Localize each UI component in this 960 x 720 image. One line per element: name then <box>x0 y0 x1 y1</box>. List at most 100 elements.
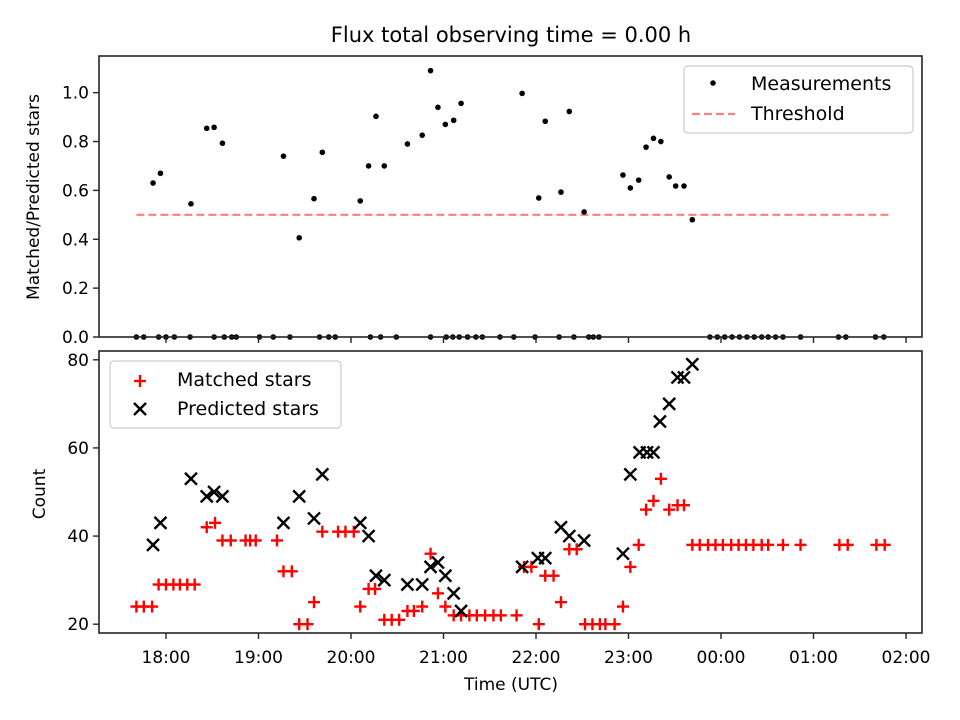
predicted-star-point <box>538 551 553 565</box>
bottom-axes-frame <box>98 350 923 634</box>
legend-matched-marker <box>134 375 146 387</box>
predicted-star-point <box>199 489 214 504</box>
measurement-point <box>381 163 388 169</box>
measurement-point <box>650 135 657 142</box>
measurement-point <box>311 195 317 202</box>
measurement-point <box>450 117 457 124</box>
predicted-star-point <box>307 511 321 526</box>
predicted-star-point <box>623 467 638 482</box>
matched-star-point <box>146 600 159 613</box>
measurement-point <box>150 180 156 186</box>
matched-star-point <box>431 587 444 600</box>
chart-title: Flux total observing time = 0.00 h <box>331 23 691 47</box>
predicted-star-point <box>292 489 307 504</box>
top-panel: 0.0 0.2 0.4 0.6 0.8 1.0 Matched/Predicted sta… <box>24 55 923 348</box>
measurement-point <box>373 113 379 120</box>
matched-star-point <box>249 534 262 547</box>
legend-matched-label: Matched stars <box>177 369 311 391</box>
bottom-legend: Matched stars Predicted stars <box>109 360 342 429</box>
bottom-x-tick-label: 01:00 <box>789 648 838 668</box>
matched-star-point <box>547 569 560 582</box>
predicted-star-point <box>353 515 368 530</box>
matched-star-point <box>393 613 406 626</box>
top-legend: Measurements Threshold <box>683 65 914 134</box>
matched-star-point <box>632 538 645 551</box>
predicted-star-point <box>184 471 198 486</box>
matched-star-point <box>494 609 507 622</box>
matched-star-point <box>616 600 629 613</box>
predicted-star-point <box>577 533 591 548</box>
predicted-star-point <box>438 568 453 583</box>
predicted-star-point <box>215 489 230 504</box>
measurement-point <box>666 174 672 180</box>
matched-star-point <box>424 547 437 560</box>
matched-star-point <box>570 543 583 556</box>
bottom-y-ticks: 20 40 60 80 <box>67 351 99 635</box>
top-y-tick-label: 0.6 <box>62 181 89 201</box>
bottom-x-tick-label: 21:00 <box>419 648 468 668</box>
bottom-x-tick-label: 23:00 <box>604 648 653 668</box>
matched-star-point <box>663 503 676 516</box>
measurement-point <box>211 124 217 131</box>
matched-star-point <box>271 534 283 547</box>
predicted-star-point <box>423 560 438 574</box>
predicted-star-point <box>146 538 160 552</box>
measurement-point <box>535 195 542 201</box>
predicted-star-point <box>153 515 168 530</box>
measurement-point <box>566 108 573 115</box>
top-axes-frame <box>98 55 923 338</box>
predicted-star-point <box>446 586 461 601</box>
matched-star-point <box>369 582 382 595</box>
measurement-point <box>672 183 679 189</box>
matched-star-point <box>624 560 637 573</box>
measurement-point <box>681 183 687 189</box>
matched-star-point <box>347 525 360 538</box>
measurement-point <box>357 198 364 204</box>
predicted-star-point <box>515 560 529 574</box>
predicted-star-point <box>685 357 700 372</box>
x-axis-label: Time (UTC) <box>463 675 558 695</box>
predicted-star-point <box>361 529 376 543</box>
matched-star-point <box>224 534 237 547</box>
legend-threshold-label: Threshold <box>750 103 845 125</box>
matched-star-point <box>878 538 891 551</box>
predicted-star-point <box>616 546 630 561</box>
measurement-point <box>635 177 642 183</box>
bottom-y-tick-label: 80 <box>67 351 89 371</box>
matched-star-point <box>532 618 545 631</box>
predicted-star-point <box>562 529 577 543</box>
matched-star-point <box>188 578 201 591</box>
matched-star-point <box>554 596 567 609</box>
bottom-y-tick-label: 40 <box>67 527 89 547</box>
legend-measurements-label: Measurements <box>751 73 891 95</box>
top-y-tick-label: 0.8 <box>62 133 89 153</box>
bottom-y-axis-label: Count <box>30 468 50 519</box>
top-y-ticks: 0.0 0.2 0.4 0.6 0.8 1.0 <box>62 84 99 348</box>
bottom-x-tick-label: 00:00 <box>697 648 746 668</box>
predicted-star-point <box>207 485 221 499</box>
top-y-tick-label: 0.4 <box>62 230 89 250</box>
measurement-point <box>319 149 326 156</box>
bottom-x-tick-label: 02:00 <box>882 648 931 668</box>
bottom-marks <box>130 357 891 631</box>
matched-star-point <box>647 494 660 507</box>
measurement-point <box>427 67 434 74</box>
predicted-star-point <box>653 414 667 429</box>
measurement-point <box>219 140 226 147</box>
matched-star-point <box>608 618 621 631</box>
matched-star-point <box>407 604 420 617</box>
predicted-star-point <box>662 397 677 411</box>
matched-star-point <box>776 538 789 551</box>
bottom-x-tick-label: 19:00 <box>234 648 283 668</box>
measurement-point <box>658 138 664 145</box>
measurement-point <box>620 172 626 178</box>
measurement-point <box>458 100 464 107</box>
top-legend-frame <box>683 65 914 134</box>
measurement-point <box>643 144 649 150</box>
matched-star-point <box>316 525 329 538</box>
measurement-point <box>296 234 303 241</box>
matched-star-point <box>416 600 429 613</box>
bottom-y-tick-label: 60 <box>67 439 89 459</box>
measurement-point <box>689 216 696 223</box>
